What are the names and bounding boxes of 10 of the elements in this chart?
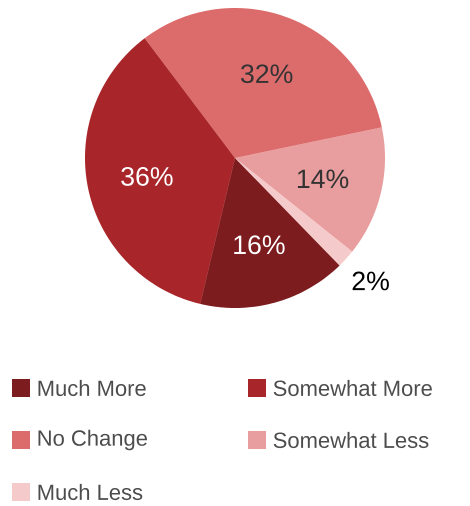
legend-label: Somewhat Less [274,432,428,448]
data-label: 36% [121,166,173,186]
legend-label: Somewhat More [274,380,432,396]
data-label: 16% [234,235,285,254]
data-label: 32% [241,64,292,84]
legend-label: No Change [38,430,147,450]
legend-label: Much More [38,380,146,396]
data-label: 2% [352,272,389,290]
legend-label: Much Less [38,484,142,500]
data-label: 14% [298,170,348,188]
